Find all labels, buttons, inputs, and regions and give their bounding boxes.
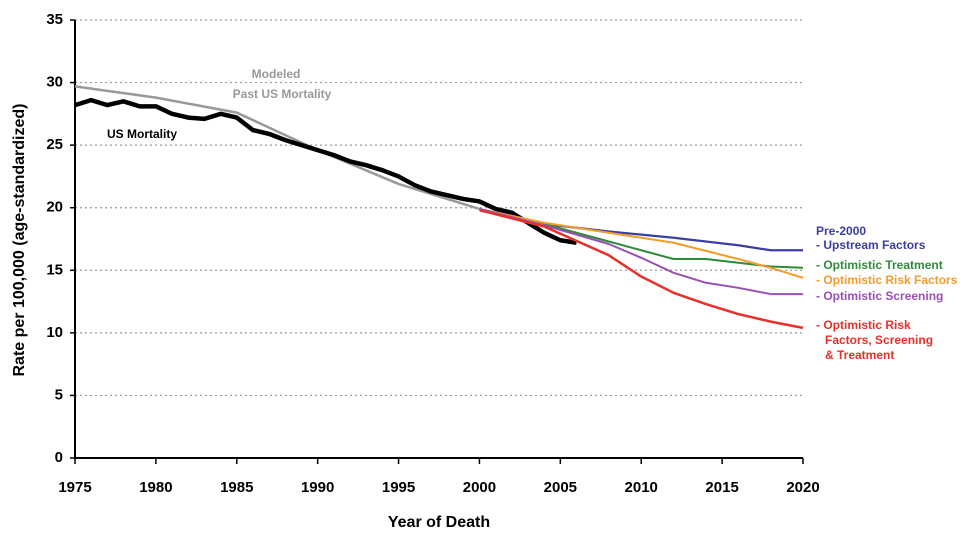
- x-tick-label: 2010: [625, 479, 658, 496]
- y-tick-label: 25: [46, 136, 63, 153]
- x-tick-label: 2000: [463, 479, 496, 496]
- y-tick-label: 35: [46, 11, 63, 28]
- x-tick-label: 1990: [301, 479, 334, 496]
- series-line: [74, 97, 577, 245]
- series-line: [479, 207, 803, 252]
- y-tick-label: 15: [46, 261, 63, 278]
- series-label: - Optimistic Risk Factors: [816, 273, 958, 287]
- series-line: [479, 207, 804, 279]
- y-tick-label: 20: [46, 199, 63, 216]
- y-axis-title: Rate per 100,000 (age-standardized): [11, 104, 28, 377]
- x-tick-label: 2020: [786, 479, 819, 496]
- x-axis-title: Year of Death: [388, 514, 490, 531]
- y-tick-label: 30: [46, 74, 63, 91]
- series-label: Pre-2000: [816, 224, 866, 238]
- series-line: [479, 209, 804, 330]
- x-tick-label: 2015: [705, 479, 738, 496]
- series-label: Modeled: [252, 67, 301, 81]
- series-label: US Mortality: [107, 127, 177, 141]
- x-tick-label: 1980: [139, 479, 172, 496]
- y-tick-label: 10: [46, 324, 63, 341]
- series-label: - Optimistic Risk: [816, 318, 911, 332]
- x-tick-label: 1985: [220, 479, 253, 496]
- series-label: & Treatment: [825, 348, 894, 362]
- series-label: Factors, Screening: [825, 333, 933, 347]
- series-label: - Optimistic Screening: [816, 289, 943, 303]
- x-tick-label: 1995: [382, 479, 415, 496]
- series-line: [479, 207, 803, 296]
- y-tick-label: 5: [55, 386, 63, 403]
- x-tick-label: 1975: [58, 479, 91, 496]
- x-tick-label: 2005: [544, 479, 577, 496]
- series-label: Past US Mortality: [233, 87, 332, 101]
- series-label: - Optimistic Treatment: [816, 258, 943, 272]
- series-label: - Upstream Factors: [816, 238, 926, 252]
- y-tick-label: 0: [55, 449, 63, 466]
- series-line: [74, 85, 480, 211]
